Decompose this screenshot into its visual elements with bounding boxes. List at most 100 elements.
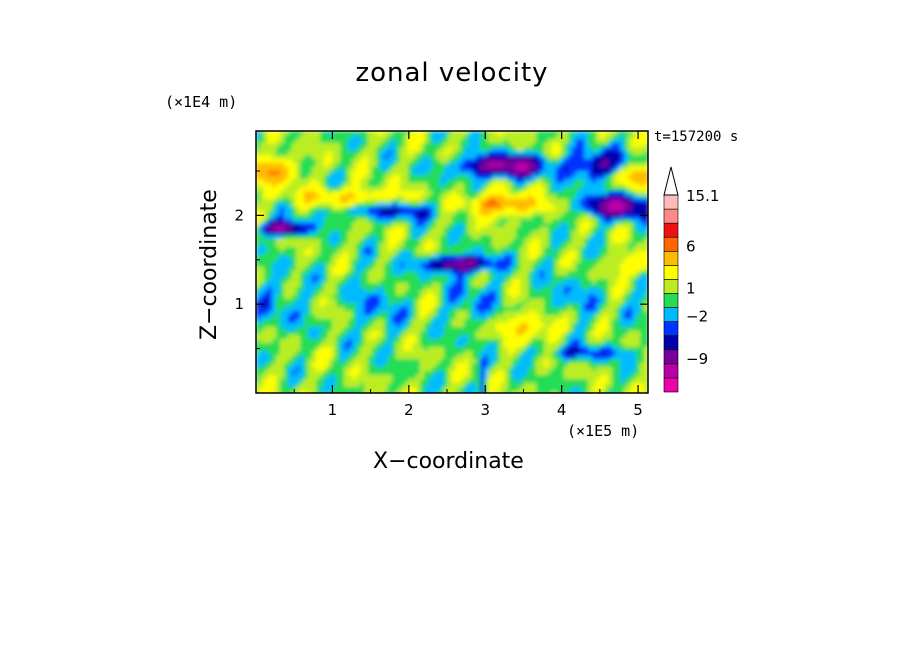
field-cell xyxy=(532,191,537,196)
field-cell xyxy=(408,303,413,308)
field-cell xyxy=(292,275,297,280)
field-cell xyxy=(640,203,645,208)
field-cell xyxy=(444,303,449,308)
field-cell xyxy=(420,291,425,296)
field-cell xyxy=(316,287,321,292)
field-cell xyxy=(300,291,305,296)
field-cell xyxy=(380,183,385,188)
field-cell xyxy=(424,247,429,252)
field-cell xyxy=(624,259,629,264)
field-cell xyxy=(544,295,549,300)
field-cell xyxy=(436,207,441,212)
field-cell xyxy=(488,279,493,284)
field-cell xyxy=(560,279,565,284)
field-cell xyxy=(408,259,413,264)
field-cell xyxy=(408,131,413,136)
field-cell xyxy=(428,155,433,160)
field-cell xyxy=(552,191,557,196)
field-cell xyxy=(328,255,333,260)
field-cell xyxy=(508,255,513,260)
field-cell xyxy=(344,251,349,256)
field-cell xyxy=(440,171,445,176)
field-cell xyxy=(364,311,369,316)
field-cell xyxy=(460,275,465,280)
field-cell xyxy=(424,167,429,172)
field-cell xyxy=(456,327,461,332)
field-cell xyxy=(596,151,601,156)
field-cell xyxy=(364,215,369,220)
field-cell xyxy=(328,227,333,232)
field-cell xyxy=(256,295,261,300)
field-cell xyxy=(300,267,305,272)
field-cell xyxy=(644,167,648,172)
field-cell xyxy=(408,307,413,312)
field-cell xyxy=(360,223,365,228)
field-cell xyxy=(324,307,329,312)
field-cell xyxy=(328,251,333,256)
field-cell xyxy=(284,275,289,280)
field-cell xyxy=(292,159,297,164)
field-cell xyxy=(580,223,585,228)
field-cell xyxy=(388,259,393,264)
field-cell xyxy=(340,311,345,316)
field-cell xyxy=(296,275,301,280)
field-cell xyxy=(304,151,309,156)
field-cell xyxy=(424,251,429,256)
field-cell xyxy=(484,131,489,136)
field-cell xyxy=(316,151,321,156)
velocity-field xyxy=(256,131,648,393)
field-cell xyxy=(452,167,457,172)
field-cell xyxy=(468,195,473,200)
field-cell xyxy=(372,219,377,224)
field-cell xyxy=(496,311,501,316)
field-cell xyxy=(572,331,577,336)
field-cell xyxy=(356,259,361,264)
field-cell xyxy=(376,275,381,280)
field-cell xyxy=(380,179,385,184)
field-cell xyxy=(512,199,517,204)
field-cell xyxy=(424,151,429,156)
field-cell xyxy=(284,259,289,264)
field-cell xyxy=(460,219,465,224)
field-cell xyxy=(376,139,381,144)
field-cell xyxy=(420,155,425,160)
field-cell xyxy=(616,315,621,320)
field-cell xyxy=(388,223,393,228)
field-cell xyxy=(328,167,333,172)
field-cell xyxy=(404,211,409,216)
field-cell xyxy=(396,231,401,236)
field-cell xyxy=(372,267,377,272)
field-cell xyxy=(524,135,529,140)
field-cell xyxy=(456,175,461,180)
field-cell xyxy=(592,331,597,336)
field-cell xyxy=(336,291,341,296)
field-cell xyxy=(452,179,457,184)
field-cell xyxy=(308,251,313,256)
field-cell xyxy=(288,283,293,288)
field-cell xyxy=(468,147,473,152)
field-cell xyxy=(644,327,648,332)
field-cell xyxy=(496,247,501,252)
field-cell xyxy=(564,203,569,208)
field-cell xyxy=(576,299,581,304)
field-cell xyxy=(612,315,617,320)
field-cell xyxy=(344,207,349,212)
field-cell xyxy=(568,263,573,268)
field-cell xyxy=(476,275,481,280)
field-cell xyxy=(408,147,413,152)
field-cell xyxy=(320,135,325,140)
field-cell xyxy=(332,231,337,236)
field-cell xyxy=(620,303,625,308)
field-cell xyxy=(376,199,381,204)
field-cell xyxy=(464,295,469,300)
field-cell xyxy=(488,215,493,220)
field-cell xyxy=(464,291,469,296)
field-cell xyxy=(580,319,585,324)
field-cell xyxy=(452,315,457,320)
field-cell xyxy=(620,239,625,244)
field-cell xyxy=(352,139,357,144)
field-cell xyxy=(624,223,629,228)
field-cell xyxy=(476,223,481,228)
field-cell xyxy=(352,303,357,308)
field-cell xyxy=(356,223,361,228)
